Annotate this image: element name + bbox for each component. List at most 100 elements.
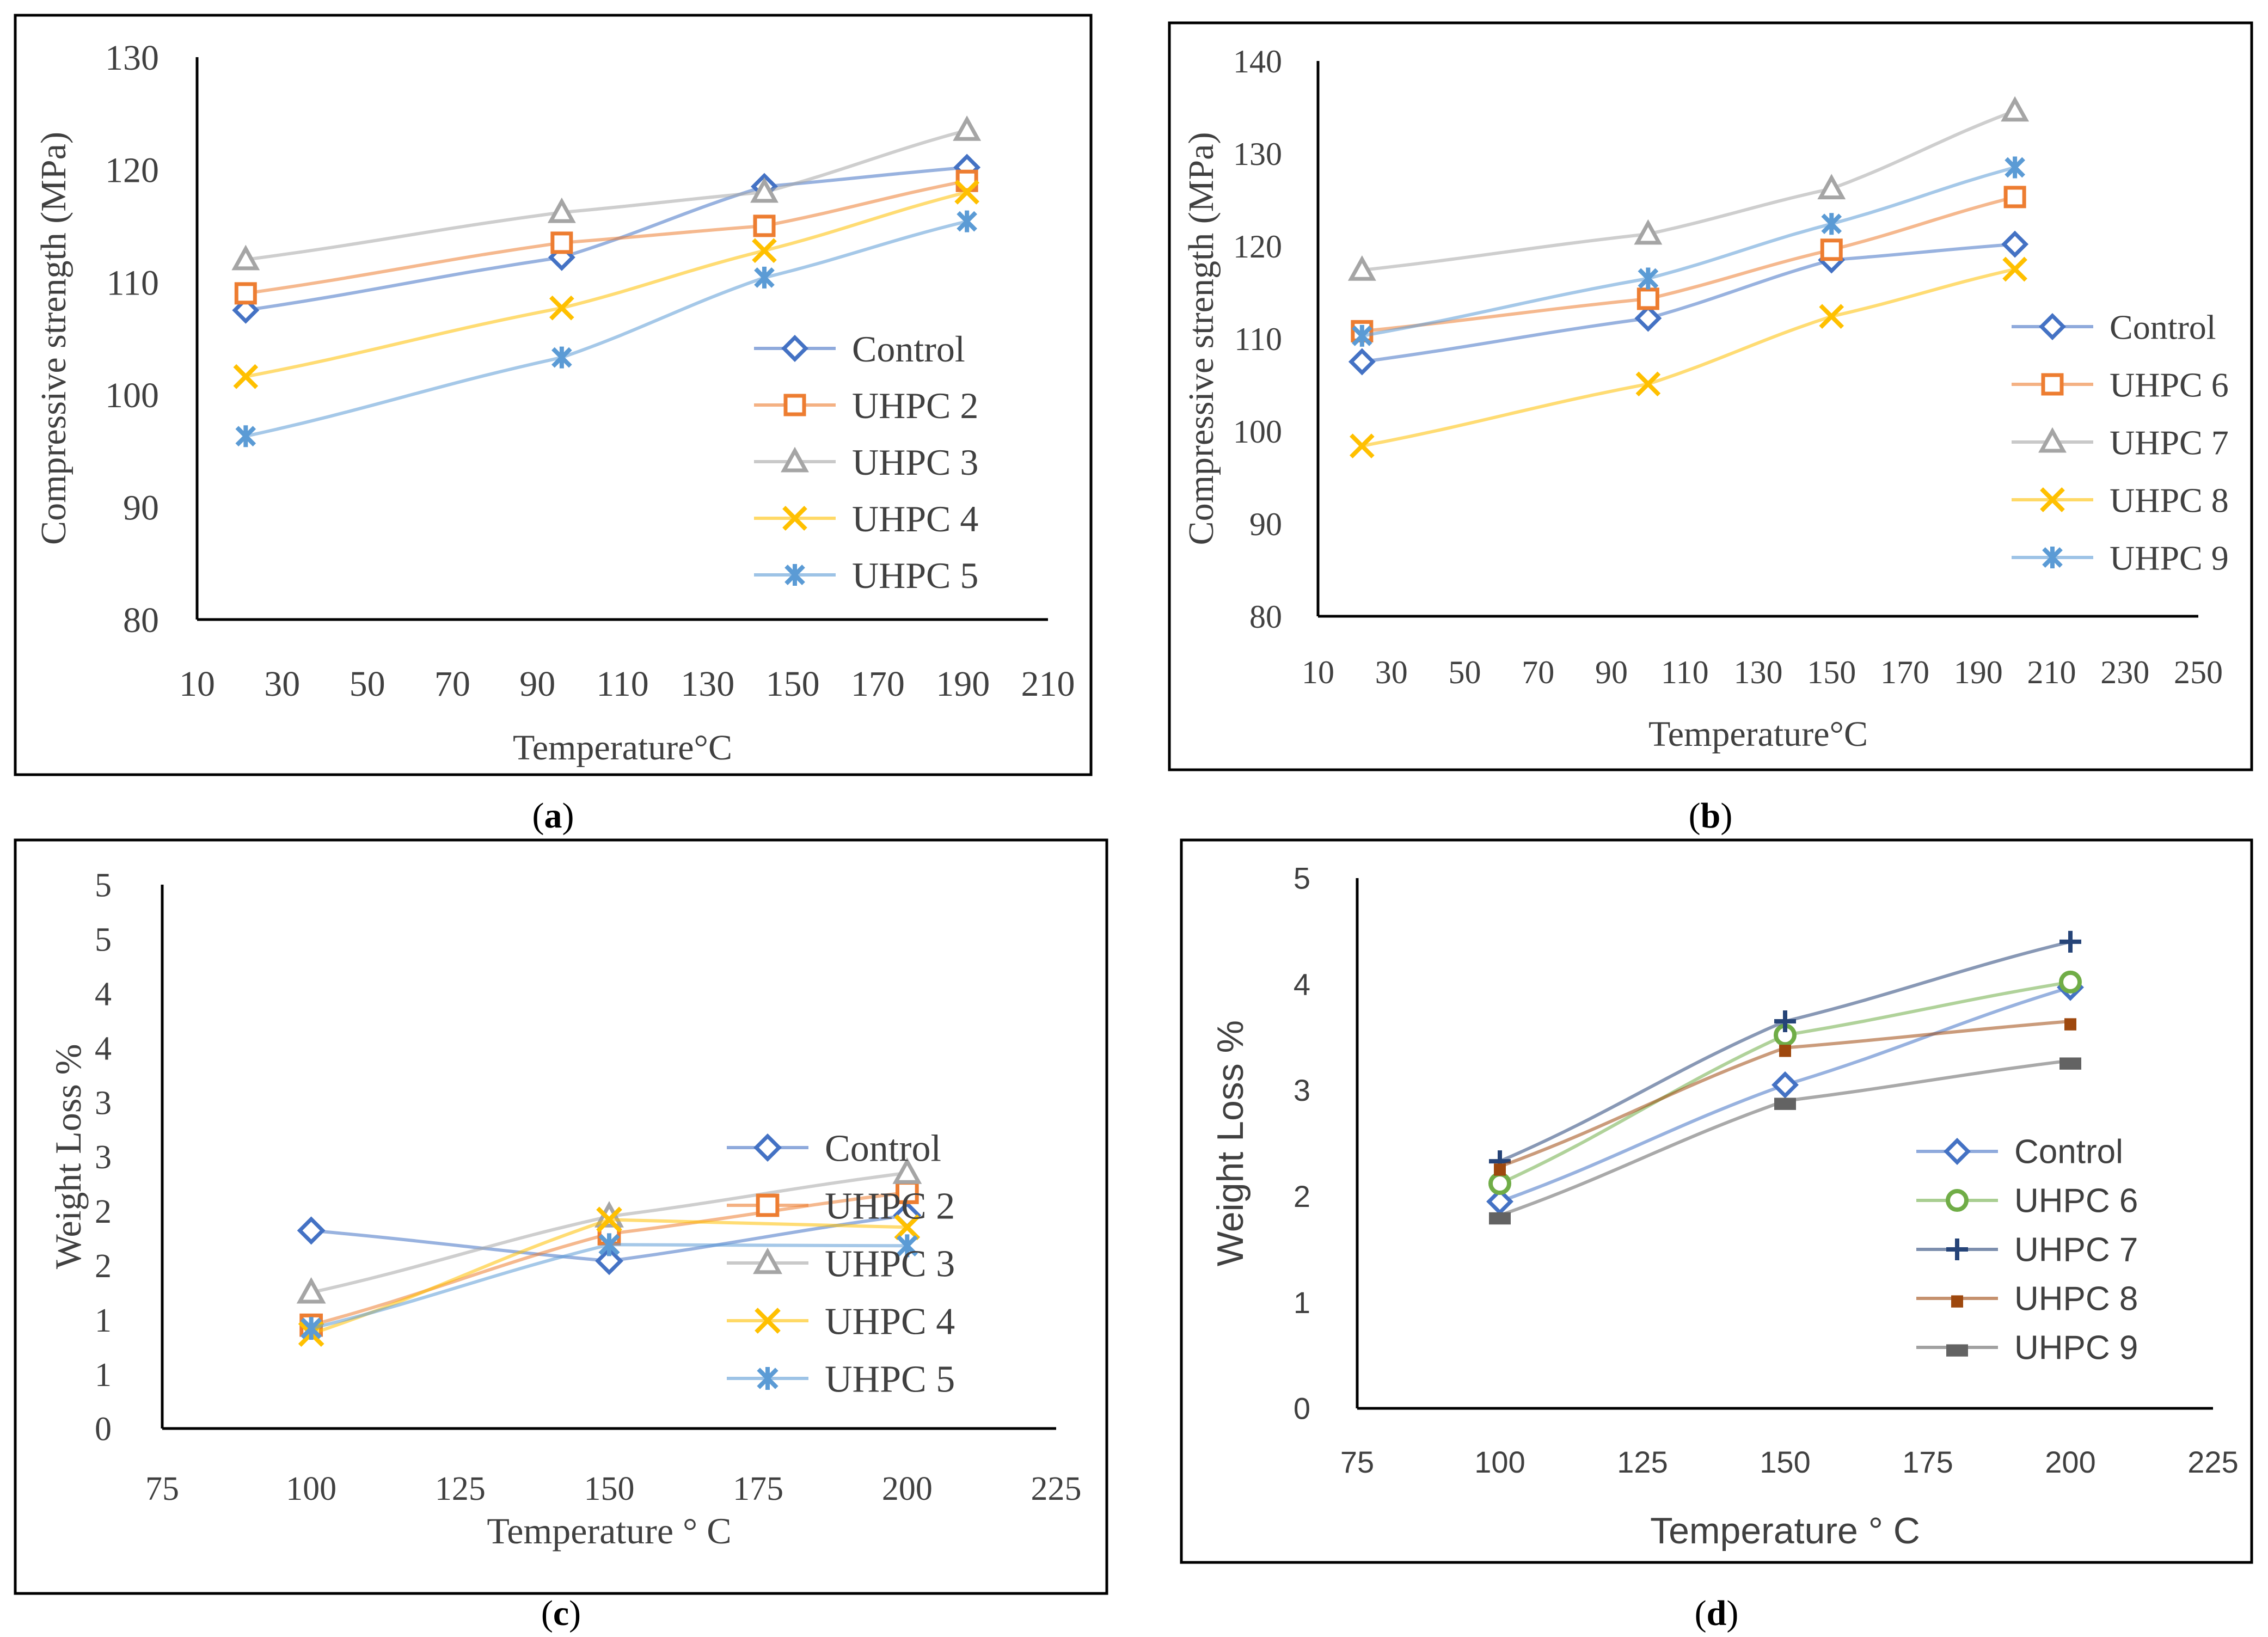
legend-item: UHPC 5 <box>754 555 978 596</box>
x-axis-label: Temperature°C <box>1648 714 1868 754</box>
series-control <box>1486 973 2084 1216</box>
data-point <box>1494 1163 1506 1176</box>
data-point <box>2002 256 2027 282</box>
y-tick-label: 4 <box>95 976 112 1013</box>
y-tick-label: 3 <box>1294 1073 1310 1107</box>
panel-label-close: ) <box>569 1593 581 1633</box>
x-tick-label: 50 <box>1449 654 1481 690</box>
series-line <box>245 179 967 295</box>
legend-label: UHPC 9 <box>2110 538 2229 577</box>
x-tick-label: 50 <box>350 664 385 704</box>
legend-item: UHPC 3 <box>754 442 978 483</box>
x-tick-label: 175 <box>733 1470 783 1507</box>
legend-swatch-marker <box>783 394 806 416</box>
x-tick-label: 225 <box>2187 1445 2238 1479</box>
y-tick-label: 2 <box>95 1193 112 1230</box>
series-line <box>245 128 967 261</box>
data-point <box>1774 1098 1796 1110</box>
y-tick-label: 110 <box>1234 321 1282 357</box>
series-line <box>1362 165 2015 338</box>
x-tick-label: 200 <box>882 1470 933 1507</box>
data-point <box>296 1277 326 1304</box>
y-tick-label: 5 <box>1294 861 1310 896</box>
x-tick-label: 100 <box>1474 1445 1525 1479</box>
legend-label: UHPC 5 <box>852 555 978 596</box>
legend-label: Control <box>825 1128 941 1170</box>
series-uhpc-9 <box>1489 1057 2081 1225</box>
legend: Control UHPC 6 UHPC 7 UHPC 8 UHPC 9 <box>2012 308 2229 577</box>
legend-swatch-marker <box>2039 313 2066 340</box>
data-point <box>547 197 576 223</box>
data-point <box>2001 230 2029 258</box>
data-point <box>954 180 979 205</box>
data-point <box>2059 1057 2081 1070</box>
x-tick-label: 190 <box>1954 654 2003 690</box>
series-uhpc-6 <box>1488 970 2082 1195</box>
legend-swatch-marker <box>2041 373 2064 396</box>
y-tick-label: 0 <box>95 1411 112 1448</box>
panel-frame <box>14 838 1108 1595</box>
data-point <box>551 346 572 369</box>
data-point <box>596 1206 622 1233</box>
y-tick-label: 110 <box>106 263 159 303</box>
panel-label-open: ( <box>1689 796 1701 836</box>
y-tick-label: 5 <box>95 922 112 959</box>
panel-label-close: ) <box>1720 796 1732 836</box>
data-point <box>1488 1172 1511 1195</box>
y-tick-label: 4 <box>95 1030 112 1067</box>
legend-label: Control <box>2014 1133 2123 1171</box>
legend-item: UHPC 6 <box>2012 365 2229 404</box>
legend-swatch-marker <box>1944 1138 1971 1165</box>
series-uhpc-5 <box>301 1233 918 1340</box>
data-point <box>231 244 260 271</box>
panel-label: (b) <box>1689 796 1733 836</box>
data-point <box>1634 219 1663 245</box>
x-tick-label: 130 <box>1734 654 1783 690</box>
x-tick-label: 210 <box>2027 654 2076 690</box>
data-point <box>894 1214 921 1241</box>
series-line <box>1362 195 2015 333</box>
legend-label: UHPC 4 <box>852 498 978 539</box>
y-tick-label: 90 <box>1249 506 1282 542</box>
legend: Control UHPC 6 UHPC 7 UHPC 8 UHPC 9 <box>1916 1133 2138 1367</box>
legend-label: Control <box>2110 308 2216 346</box>
x-tick-label: 150 <box>584 1470 635 1507</box>
x-tick-label: 90 <box>519 664 555 704</box>
legend-label: UHPC 2 <box>825 1186 955 1228</box>
data-point <box>2059 970 2082 994</box>
data-point <box>753 214 776 237</box>
legend: Control UHPC 2 UHPC 3 UHPC 4 UHPC 5 <box>727 1128 955 1401</box>
x-tick-label: 30 <box>264 664 300 704</box>
panel-frame <box>1180 838 2253 1564</box>
legend-label: UHPC 6 <box>2110 365 2229 404</box>
legend-swatch-marker <box>781 446 809 473</box>
series-uhpc-8 <box>1350 256 2027 459</box>
data-point <box>1489 1212 1511 1225</box>
data-point <box>1772 1071 1799 1099</box>
series-uhpc-6 <box>1351 186 2026 342</box>
panel-frame <box>14 14 1093 776</box>
y-tick-label: 2 <box>1294 1179 1310 1213</box>
legend-label: Control <box>852 328 965 370</box>
x-tick-label: 110 <box>1661 654 1709 690</box>
data-point <box>2064 1018 2076 1031</box>
legend-swatch-marker <box>2038 427 2067 453</box>
x-tick-label: 110 <box>596 664 649 704</box>
panel-label: (a) <box>532 796 574 836</box>
y-tick-label: 80 <box>123 600 159 640</box>
data-point <box>750 177 779 203</box>
x-tick-label: 150 <box>1760 1445 1810 1479</box>
series-line <box>1362 267 2015 448</box>
legend-label: UHPC 7 <box>2014 1231 2138 1269</box>
data-point <box>1347 255 1376 281</box>
series-uhpc-8 <box>1494 1018 2076 1176</box>
legend-item: Control <box>727 1128 941 1170</box>
legend-label: UHPC 2 <box>852 385 978 426</box>
panel-label-open: ( <box>541 1593 553 1633</box>
data-point <box>957 210 977 232</box>
x-tick-label: 200 <box>2045 1445 2095 1479</box>
x-tick-label: 190 <box>936 664 990 704</box>
data-point <box>1348 348 1376 376</box>
legend-item: UHPC 3 <box>727 1243 955 1285</box>
series-uhpc-3 <box>231 115 982 271</box>
